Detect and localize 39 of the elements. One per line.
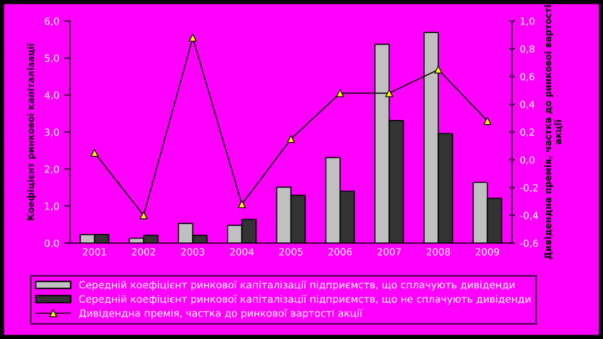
- x-tick-label: 2008: [426, 248, 450, 256]
- y-tick-label: 4,0: [44, 92, 59, 100]
- y2-axis-title: Дивідендна премія, частка до ринкової вартості акції: [544, 5, 562, 260]
- y2-tick-label: 0,6: [520, 73, 534, 82]
- y-tick-label: 6,0: [44, 17, 59, 26]
- y2-tick-label: 0,8: [520, 45, 534, 54]
- point: [140, 211, 148, 220]
- y-tick-label: 0,0: [44, 240, 59, 248]
- y-tick-label: 3,0: [44, 128, 59, 137]
- legend-label: Середній коефіцієнт ринкової капіталізації підприємств, що сплачують дивіденди: [79, 280, 514, 290]
- point: [238, 200, 246, 208]
- point: [385, 89, 394, 98]
- point: [188, 34, 197, 42]
- y2-tick-label: 0,2: [520, 128, 534, 137]
- point: [287, 135, 295, 143]
- y2-tick-label: 1,0: [520, 17, 534, 26]
- y2-tick-label: 0,0: [520, 156, 534, 165]
- x-tick-label: 2007: [378, 248, 401, 256]
- y-tick-label: 5,0: [44, 54, 59, 63]
- x-tick-label: 2004: [230, 248, 254, 256]
- y-tick-label: 2,0: [44, 166, 59, 174]
- y2-tick-label: -0,4: [520, 212, 538, 220]
- point: [90, 148, 98, 157]
- legend-label: Дивідендна премія, частка до ринкової вартості акції: [79, 309, 362, 319]
- x-tick-label: 2006: [328, 248, 352, 256]
- y-axis-title: Коефіцієнт ринкової капіталізації: [26, 43, 36, 220]
- x-tick-label: 2001: [82, 248, 106, 256]
- y2-tick-label: 0,4: [520, 100, 534, 110]
- x-tick-label: 2005: [279, 248, 302, 256]
- point: [434, 66, 442, 74]
- point: [336, 89, 344, 98]
- y2-tick-label: -0,2: [520, 184, 538, 192]
- x-tick-label: 2003: [181, 248, 204, 256]
- y2-tick-label: -0,6: [520, 240, 538, 248]
- legend-label: Середній коефіцієнт ринкової капіталізації підприємств, що не сплачують дивіденди: [79, 294, 530, 305]
- x-tick-label: 2009: [476, 248, 500, 256]
- y-tick-label: 1,0: [45, 202, 59, 211]
- point: [484, 117, 492, 125]
- x-tick-label: 2002: [132, 248, 156, 256]
